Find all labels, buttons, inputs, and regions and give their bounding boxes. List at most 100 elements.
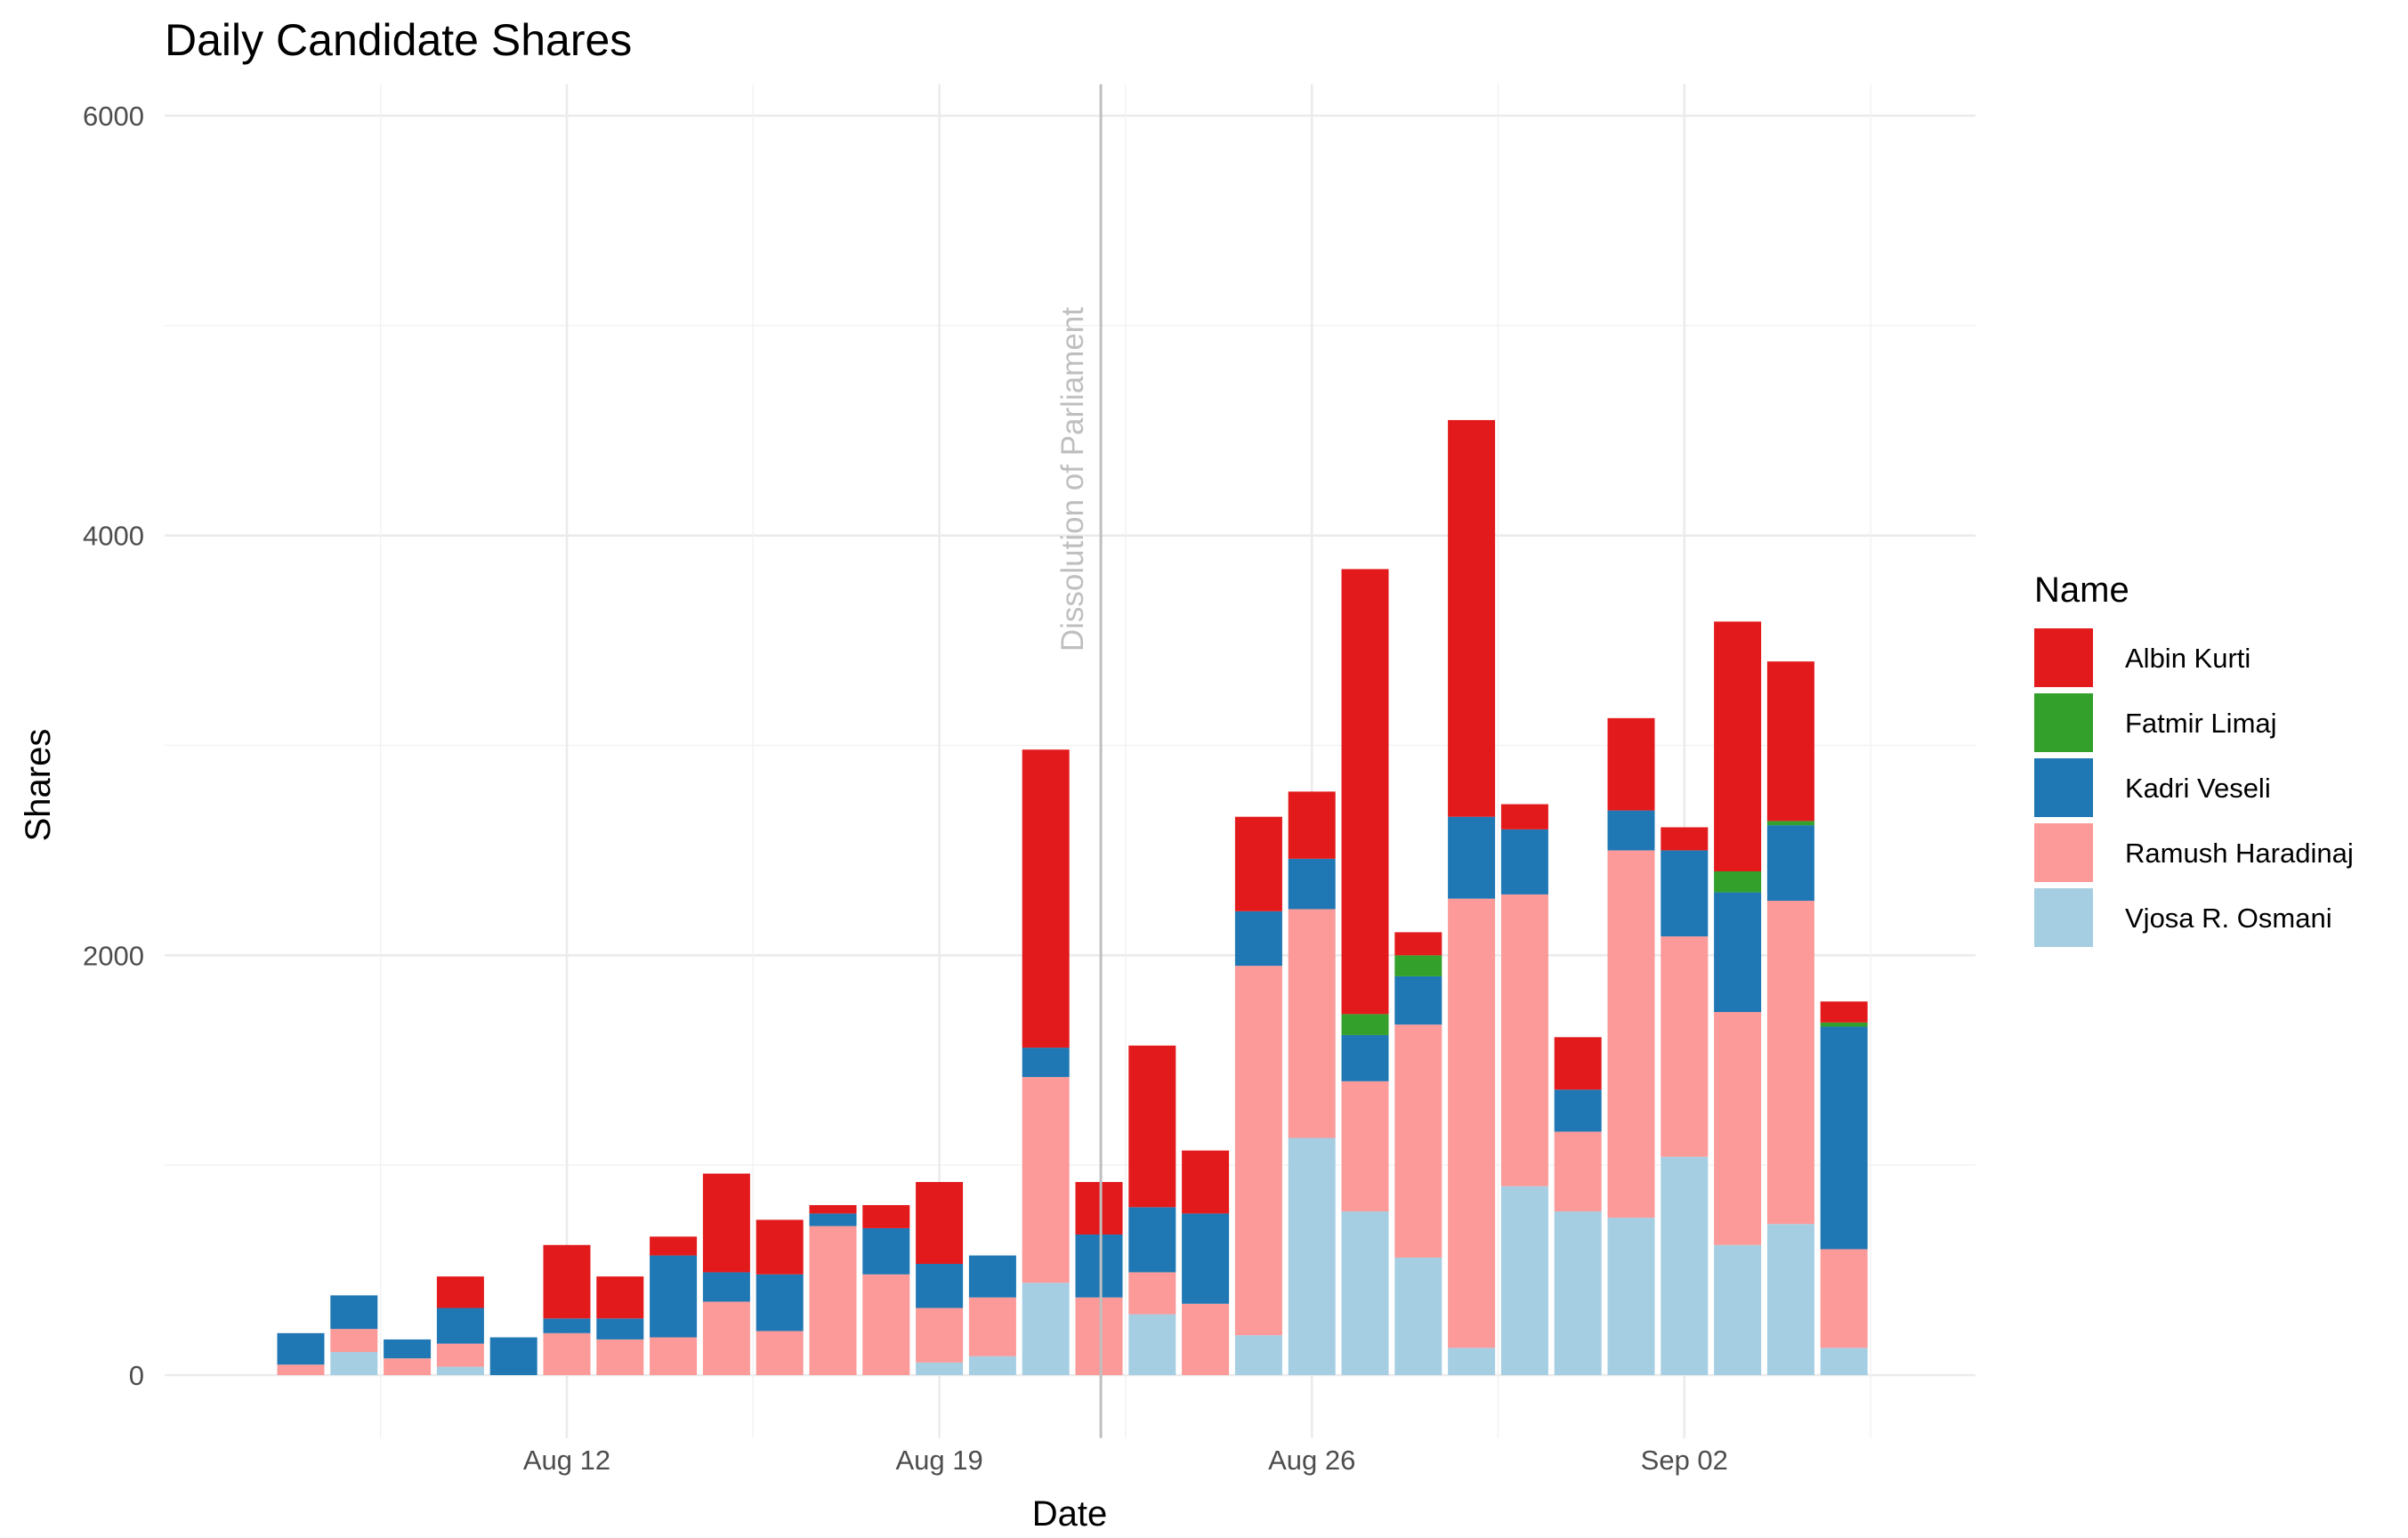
bar-segment	[702, 1173, 750, 1273]
bar-segment	[1766, 1224, 1814, 1375]
bar-segment	[1394, 975, 1442, 1025]
bar-segment	[1128, 1314, 1176, 1375]
bar-segment	[1766, 901, 1814, 1225]
annotation-label: Dissolution of Parliament	[1055, 307, 1090, 652]
bar-segment	[1022, 1077, 1070, 1283]
bar-segment	[1234, 1335, 1282, 1375]
bar-segment	[1022, 1283, 1070, 1375]
bar-segment	[756, 1274, 804, 1332]
bar-segment	[809, 1226, 857, 1375]
bar-segment	[1341, 1014, 1389, 1035]
bar-segment	[1448, 898, 1496, 1348]
bar-segment	[543, 1244, 591, 1319]
bar-segment	[1714, 871, 1762, 893]
bar-segment	[596, 1318, 644, 1340]
x-tick-label: Sep 02	[1641, 1445, 1728, 1476]
bar-segment	[1820, 1022, 1868, 1027]
bar-segment	[330, 1352, 378, 1375]
bar-segment	[916, 1264, 964, 1308]
bar-segment	[702, 1301, 750, 1375]
bar-segment	[436, 1276, 484, 1308]
bar-segment	[1341, 569, 1389, 1015]
bar-segment	[1448, 816, 1496, 899]
bar-segment	[1341, 1211, 1389, 1375]
bar-segment	[862, 1227, 910, 1275]
bar-segment	[650, 1337, 698, 1375]
bar-segment	[650, 1236, 698, 1256]
legend-label: Kadri Veseli	[2125, 773, 2271, 804]
y-tick-label: 4000	[83, 521, 144, 552]
bar-segment	[968, 1297, 1016, 1356]
bar-segment	[436, 1366, 484, 1375]
bar-segment	[1394, 955, 1442, 976]
legend-title: Name	[2034, 571, 2129, 610]
bar-segment	[330, 1329, 378, 1353]
bar-segment	[1234, 966, 1282, 1336]
bar-segment	[1766, 825, 1814, 902]
bar-segment	[1714, 621, 1762, 871]
bar-segment	[1766, 661, 1814, 822]
bar-segment	[384, 1339, 432, 1359]
bar-segment	[543, 1332, 591, 1375]
bar-segment	[596, 1339, 644, 1375]
bar-segment	[1714, 1244, 1762, 1375]
bar-segment	[1820, 1026, 1868, 1250]
bar-segment	[1288, 909, 1336, 1138]
bar-segment	[1554, 1037, 1602, 1090]
y-tick-label: 2000	[83, 940, 144, 971]
bar-segment	[1182, 1150, 1230, 1214]
y-axis-ticks: 0 2000 4000 6000	[83, 101, 144, 1391]
bar-segment	[862, 1204, 910, 1228]
bar-segment	[1394, 1257, 1442, 1375]
legend-swatch	[2034, 628, 2093, 687]
x-tick-label: Aug 26	[1268, 1445, 1355, 1476]
legend-swatch	[2034, 823, 2093, 882]
bar-segment	[1341, 1081, 1389, 1212]
bar-segment	[1234, 816, 1282, 911]
x-tick-label: Aug 12	[523, 1445, 610, 1476]
bar-segment	[1554, 1131, 1602, 1212]
bar-segment	[489, 1337, 537, 1375]
bar-segment	[1714, 1012, 1762, 1245]
bar-segment	[1607, 810, 1655, 851]
bar-segment	[1448, 1348, 1496, 1375]
bar-segment	[1394, 932, 1442, 956]
x-axis-ticks: Aug 12 Aug 19 Aug 26 Sep 02	[523, 1445, 1728, 1476]
chart-title: Daily Candidate Shares	[165, 15, 632, 65]
bar-segment	[330, 1295, 378, 1330]
legend-label: Vjosa R. Osmani	[2125, 903, 2332, 934]
legend-label: Fatmir Limaj	[2125, 708, 2277, 739]
bar-segment	[1661, 936, 1709, 1157]
bar-segment	[1075, 1297, 1123, 1375]
bar-segment	[1288, 1137, 1336, 1375]
bar-segment	[1500, 1186, 1548, 1375]
bar-segment	[1500, 829, 1548, 894]
bar-segment	[916, 1182, 964, 1265]
bar-segment	[1234, 911, 1282, 967]
bar-segment	[1341, 1034, 1389, 1081]
bar-segment	[916, 1307, 964, 1363]
legend-swatch	[2034, 888, 2093, 947]
bar-segment	[1128, 1207, 1176, 1273]
bar-segment	[1661, 1156, 1709, 1375]
bar-segment	[277, 1364, 325, 1375]
bar-segment	[1820, 1249, 1868, 1348]
bar-segment	[1448, 419, 1496, 817]
bar-segment	[1394, 1024, 1442, 1258]
bar-segment	[1766, 821, 1814, 826]
bar-segment	[1022, 749, 1070, 1048]
bar-segment	[1607, 717, 1655, 811]
bar-segment	[384, 1358, 432, 1375]
bar-segment	[1554, 1089, 1602, 1132]
y-tick-label: 0	[129, 1360, 144, 1391]
y-axis-title: Shares	[19, 729, 58, 842]
bar-segment	[1714, 892, 1762, 1013]
bar-segment	[862, 1274, 910, 1375]
bar-segment	[1128, 1272, 1176, 1315]
bar-segment	[1182, 1303, 1230, 1375]
bar-segment	[1288, 791, 1336, 859]
bar-segment	[1075, 1234, 1123, 1298]
bar-segment	[756, 1331, 804, 1375]
legend: Name Albin Kurti Fatmir Limaj Kadri Veseli…	[2034, 571, 2354, 947]
bar-segment	[543, 1318, 591, 1333]
